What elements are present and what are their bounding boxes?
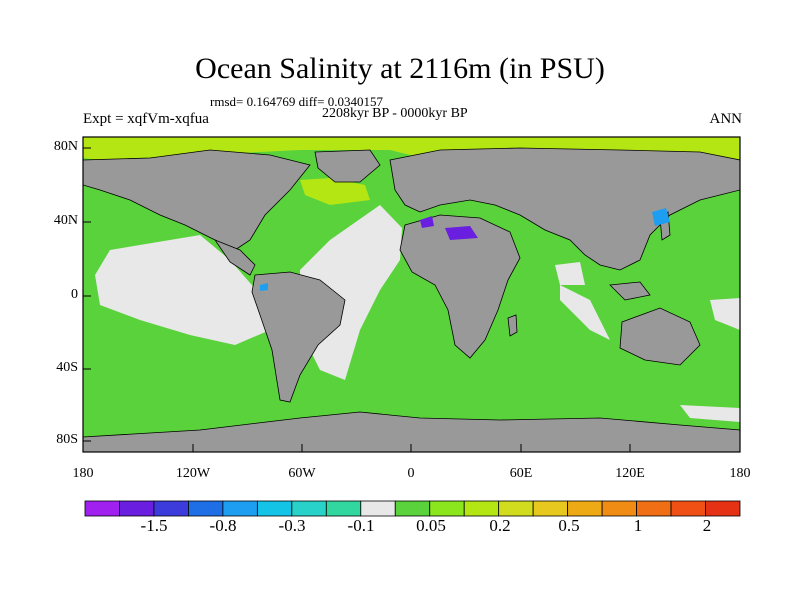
map-panel	[82, 136, 741, 453]
stats-text: rmsd= 0.164769 diff= 0.0340157	[210, 94, 383, 109]
season-label: ANN	[709, 111, 743, 127]
colorbar-label: 0.5	[558, 516, 580, 535]
colorbar-box	[394, 500, 431, 517]
lat-label: 80N	[53, 139, 78, 154]
colorbar	[84, 500, 741, 517]
lon-label: 120E	[615, 466, 645, 481]
colorbar-box	[636, 500, 672, 517]
colorbar-label: 2	[702, 516, 712, 535]
colorbar-box	[153, 500, 189, 517]
map-title: Ocean Salinity at 2116m (in PSU)	[195, 52, 605, 85]
colorbar-box	[360, 500, 396, 517]
colorbar-box	[119, 500, 155, 517]
colorbar-label: 0.2	[489, 516, 511, 535]
lon-label: 0	[407, 466, 415, 481]
colorbar-label: 1	[633, 516, 643, 535]
colorbar-box	[256, 500, 293, 517]
lon-label: 60E	[509, 466, 533, 481]
colorbar-box	[325, 500, 362, 517]
colorbar-box	[463, 500, 500, 517]
colorbar-box	[429, 500, 465, 517]
anomaly-spots	[260, 208, 670, 291]
colorbar-box	[498, 500, 534, 517]
colorbar-label: -0.3	[278, 516, 306, 535]
experiment-label: Expt = xqfVm-xqfua	[83, 111, 209, 127]
colorbar-box	[532, 500, 569, 517]
colorbar-box	[222, 500, 258, 517]
lon-label: 60W	[288, 466, 316, 481]
colorbar-label: -0.8	[209, 516, 237, 535]
lat-label: 40S	[56, 360, 78, 375]
colorbar-box	[84, 500, 120, 517]
colorbar-label: -1.5	[140, 516, 168, 535]
lat-label: 40N	[53, 213, 78, 228]
lat-label: 0	[71, 287, 78, 302]
colorbar-box	[670, 500, 706, 517]
colorbar-label: -0.1	[347, 516, 375, 535]
land-masses	[82, 147, 741, 453]
colorbar-label: 0.05	[416, 516, 446, 535]
lon-label: 120W	[175, 466, 211, 481]
colorbar-box	[705, 500, 741, 517]
colorbar-box	[188, 500, 224, 517]
colorbar-box	[291, 500, 327, 517]
colorbar-box	[601, 500, 637, 517]
lon-label: 180	[729, 466, 751, 481]
lon-label: 180	[72, 466, 94, 481]
period-text: 2208kyr BP - 0000kyr BP	[322, 106, 468, 121]
lat-label: 80S	[56, 432, 78, 447]
map-ticks	[82, 147, 741, 452]
colorbar-box	[567, 500, 603, 517]
